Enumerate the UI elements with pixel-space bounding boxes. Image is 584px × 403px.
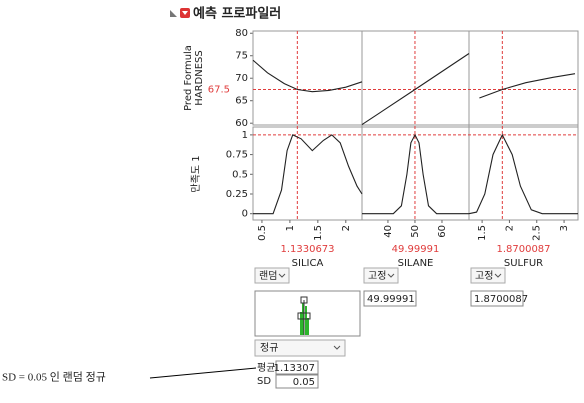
y-tick-label: 65 <box>235 96 248 107</box>
handle-square[interactable] <box>303 312 311 320</box>
curve <box>252 59 363 93</box>
mean-input[interactable] <box>275 360 319 375</box>
x-tick-label: 2 <box>504 225 515 231</box>
y-tick-label: 80 <box>235 28 248 39</box>
x-tick-label: 1.5 <box>477 225 488 241</box>
x-tick-label: 60 <box>437 225 448 238</box>
y-tick-label: 75 <box>235 51 248 62</box>
input-value: 49.99991 <box>367 294 415 305</box>
current-value: 49.99991 <box>392 244 440 255</box>
value-input[interactable] <box>470 290 524 307</box>
curve <box>361 53 470 126</box>
curve <box>479 73 576 99</box>
collapse-triangle[interactable] <box>170 10 177 17</box>
control-dropdown[interactable] <box>470 267 506 284</box>
y-tick-label: 70 <box>235 73 248 84</box>
sd-value: 0.05 <box>293 377 315 388</box>
annotation: SD = 0.05 인 랜덤 정규 <box>2 371 106 384</box>
distribution-spike <box>307 318 309 335</box>
title: 예측 프로파일러 <box>193 6 281 22</box>
y-tick-label: 0 <box>242 209 248 220</box>
factor-name: SILANE <box>398 258 434 269</box>
y-tick-label: 60 <box>235 118 248 129</box>
menu-arrow <box>182 11 188 15</box>
annotation-line <box>149 367 257 379</box>
distribution-dropdown[interactable] <box>254 339 346 357</box>
x-tick-label: 2.5 <box>532 225 543 241</box>
panel-row <box>252 30 579 126</box>
current-response: 67.5 <box>208 84 230 95</box>
control-label: 고정 <box>368 270 386 282</box>
x-tick-label: 3 <box>559 225 570 231</box>
sd-input[interactable] <box>275 374 319 389</box>
sd-label: SD <box>257 376 271 387</box>
x-tick-label: 0.5 <box>257 225 268 241</box>
input-value: 1.8700087 <box>474 294 528 305</box>
control-label: 고정 <box>475 270 493 282</box>
x-tick-label: 40 <box>383 225 394 238</box>
dropdown-chevron <box>494 273 502 278</box>
y-axis-label: Pred Formula <box>183 45 194 111</box>
y-axis-label: 만족도 1 <box>190 155 202 192</box>
y-tick-label: 0.75 <box>226 150 248 161</box>
y-tick-label: 1 <box>242 130 248 141</box>
x-tick-label: 2 <box>341 225 352 231</box>
value-input[interactable] <box>363 290 417 307</box>
y-axis-label: HARDNESS <box>194 50 205 106</box>
current-value: 1.1330673 <box>280 244 334 255</box>
x-tick-label: 1.5 <box>313 225 324 241</box>
distribution-spike <box>305 306 307 335</box>
curve <box>362 133 469 215</box>
y-tick-label: 0.5 <box>232 169 248 180</box>
control-dropdown[interactable] <box>254 267 290 284</box>
curve <box>468 133 578 215</box>
x-tick-label: 1 <box>285 225 296 231</box>
control-dropdown[interactable] <box>363 267 399 284</box>
distribution-spike <box>300 312 302 335</box>
factor-name: SULFUR <box>504 258 543 269</box>
dropdown-chevron <box>278 273 286 278</box>
handle-square[interactable] <box>300 296 308 304</box>
factor-name: SILICA <box>292 258 324 269</box>
x-tick-label: 50 <box>410 225 421 238</box>
dropdown-chevron <box>387 273 395 278</box>
curve <box>253 134 363 215</box>
mean-value: 1.13307 <box>274 363 315 374</box>
dropdown-chevron <box>333 345 341 350</box>
y-tick-label: 0.25 <box>226 189 248 200</box>
mean-label: 평균 <box>257 362 275 374</box>
control-label: 랜덤 <box>259 270 277 282</box>
distribution-label: 정규 <box>260 342 278 354</box>
current-value: 1.8700087 <box>496 244 550 255</box>
